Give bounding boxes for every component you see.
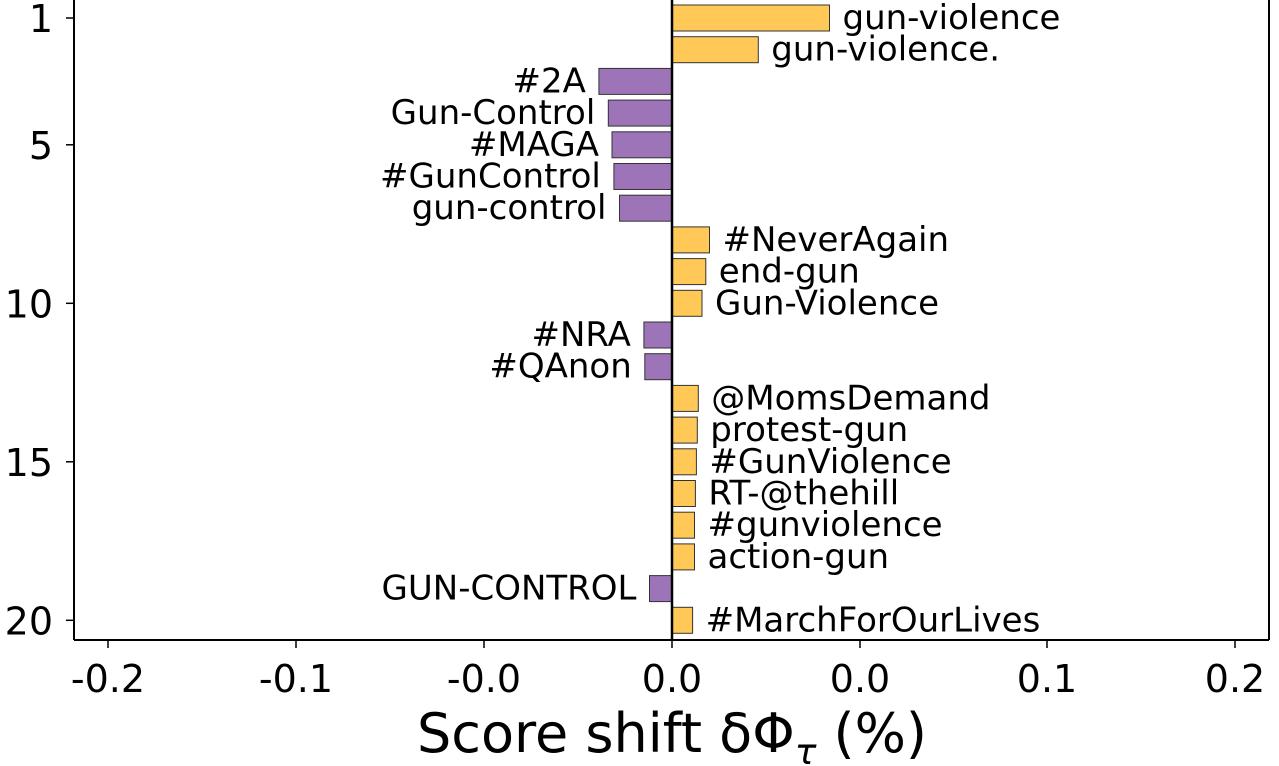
bar-label: #NeverAgain xyxy=(723,220,950,260)
bar-label: #gunviolence xyxy=(708,505,943,545)
bar-label: @MomsDemand xyxy=(711,378,990,418)
x-axis-label: Score shift δΦτ (%) xyxy=(417,702,927,766)
bar-label: Gun-Control xyxy=(391,93,596,133)
bar-label: #MAGA xyxy=(469,125,599,165)
x-tick-label: 0.2 xyxy=(1205,657,1265,701)
bar-label: #GunControl xyxy=(380,157,601,197)
x-tick-label: -0.2 xyxy=(71,657,145,701)
bar-label: RT-@thehill xyxy=(708,474,899,514)
x-tick-label: 0.0 xyxy=(830,657,890,701)
bar xyxy=(671,384,699,412)
bar-label: GUN-CONTROL xyxy=(382,569,637,609)
y-tick-label: 5 xyxy=(29,124,53,168)
y-tick-label: 1 xyxy=(29,0,53,41)
bar xyxy=(611,131,673,159)
y-tick-label: 10 xyxy=(5,282,53,326)
bar xyxy=(619,194,673,222)
bar xyxy=(671,258,707,286)
bar xyxy=(607,99,673,127)
x-axis-label-main: Score shift δΦ xyxy=(417,702,795,765)
bar-label: action-gun xyxy=(708,537,890,577)
bar-label: Gun-Violence xyxy=(715,283,939,323)
x-axis-label-suffix: (%) xyxy=(816,702,927,765)
bar xyxy=(671,226,710,254)
bar xyxy=(644,353,673,381)
y-tick-label: 15 xyxy=(5,441,53,485)
bar xyxy=(643,321,673,349)
bar xyxy=(671,543,695,571)
bar xyxy=(671,448,697,476)
bar-label: gun-violence. xyxy=(771,30,1000,70)
bar-label: protest-gun xyxy=(710,410,908,450)
bar xyxy=(671,606,694,634)
bar-labels-group: gun-violencegun-violence.#2AGun-Control#… xyxy=(380,0,1060,640)
bar xyxy=(671,416,698,444)
x-tick-label: -0.1 xyxy=(259,657,333,701)
bar xyxy=(598,67,673,95)
bar xyxy=(671,511,695,539)
y-tick-label: 20 xyxy=(5,599,53,643)
bar-label: #2A xyxy=(513,61,586,101)
bar xyxy=(671,36,759,64)
bar-label: #NRA xyxy=(531,315,630,355)
bar xyxy=(671,480,696,507)
bar-label: gun-control xyxy=(412,188,607,228)
bar xyxy=(671,4,830,32)
x-tick-label: -0.0 xyxy=(447,657,521,701)
bar xyxy=(671,289,703,317)
bars-group xyxy=(598,4,830,634)
x-axis-label-subscript: τ xyxy=(795,732,817,766)
bar xyxy=(613,163,673,190)
bar-label: #GunViolence xyxy=(709,442,951,482)
x-tick-label: 0.0 xyxy=(642,657,702,701)
bar xyxy=(649,575,673,603)
bar-label: #MarchForOurLives xyxy=(706,600,1041,640)
bar-label: gun-violence xyxy=(843,0,1061,38)
bar-label: #QAnon xyxy=(489,347,631,387)
bar-label: end-gun xyxy=(719,252,860,292)
x-tick-label: 0.1 xyxy=(1017,657,1077,701)
